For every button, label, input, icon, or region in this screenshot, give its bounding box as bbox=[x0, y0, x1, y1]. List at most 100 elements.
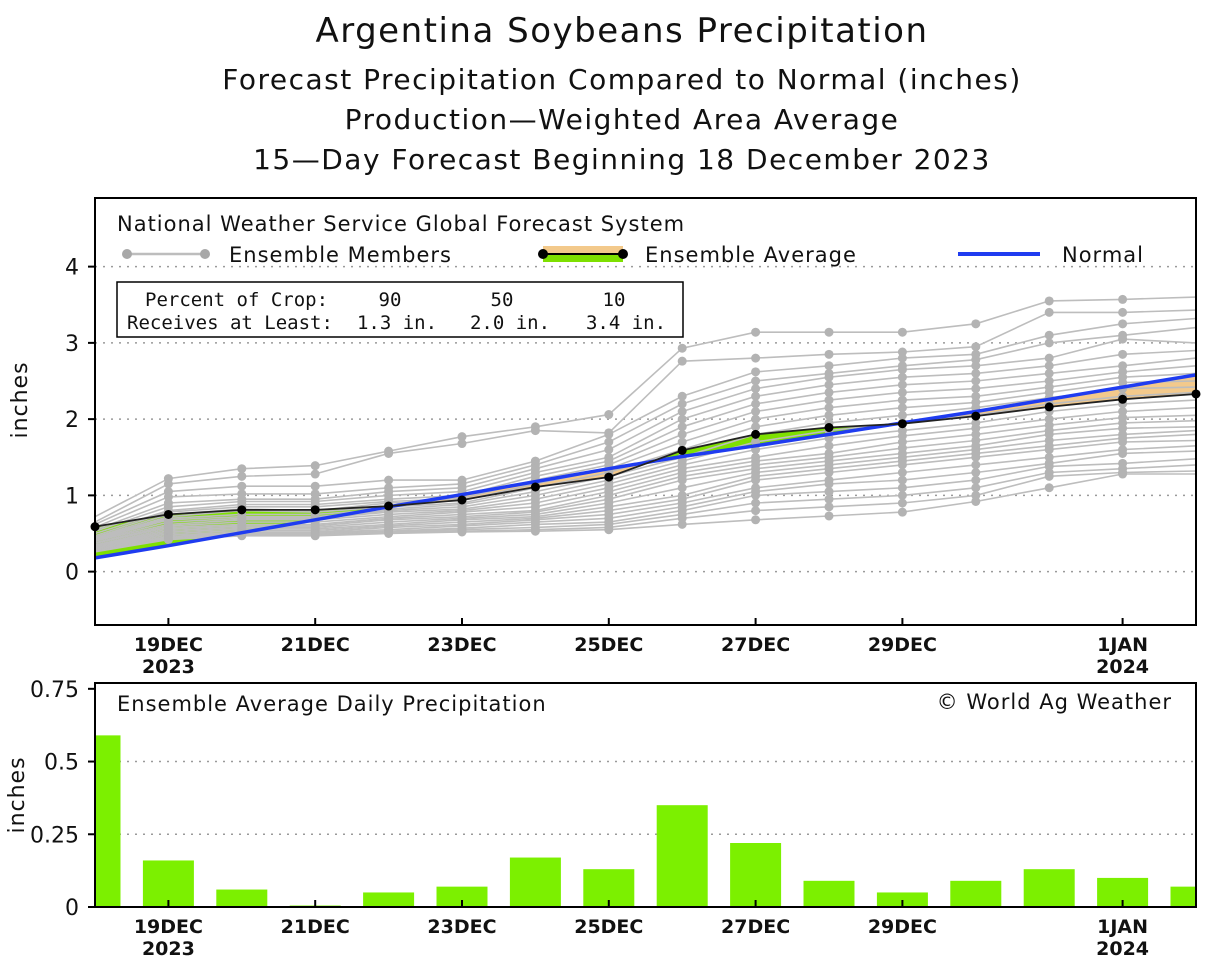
chart-subtitle-1: Forecast Precipitation Compared to Norma… bbox=[222, 63, 1022, 96]
ensemble-member-point bbox=[897, 498, 907, 508]
ensemble-member-point bbox=[1044, 330, 1054, 340]
ensemble-average-point bbox=[751, 429, 761, 439]
ensemble-member-point bbox=[824, 494, 834, 504]
ensemble-member-point bbox=[824, 468, 834, 477]
normal-series bbox=[94, 373, 1197, 560]
ensemble-member-point bbox=[824, 387, 834, 397]
ensemble-member-point bbox=[237, 481, 247, 491]
ensemble-member-point bbox=[677, 343, 687, 353]
ensemble-member-point bbox=[971, 342, 981, 352]
ensemble-member-point bbox=[310, 531, 320, 541]
ensemble-member-line bbox=[94, 473, 1196, 553]
crop-table-amt-50: 2.0 in. bbox=[470, 312, 550, 334]
top-x-tick-label: 1JAN bbox=[1097, 634, 1148, 656]
ensemble-average-point bbox=[1044, 402, 1054, 412]
ensemble-member-point bbox=[1044, 296, 1054, 306]
ensemble-member-point bbox=[1044, 471, 1054, 481]
ensemble-member-point bbox=[824, 327, 834, 337]
ensemble-member-point bbox=[530, 526, 540, 536]
ensemble-member-point bbox=[604, 445, 614, 455]
ensemble-member-point bbox=[751, 407, 761, 416]
ensemble-average-point bbox=[1118, 394, 1128, 404]
ensemble-average-point bbox=[457, 495, 467, 505]
daily-precip-bars bbox=[95, 735, 1196, 907]
credit-text: © World Ag Weather bbox=[937, 690, 1172, 714]
ensemble-average-point bbox=[897, 419, 907, 429]
ensemble-member-line bbox=[94, 296, 1197, 518]
bottom-panel-title: Ensemble Average Daily Precipitation bbox=[117, 692, 547, 716]
ensemble-average-point bbox=[530, 482, 540, 492]
top-x-tick-year: 2023 bbox=[142, 656, 195, 678]
ensemble-member-point bbox=[971, 483, 981, 493]
ensemble-member-point bbox=[237, 464, 247, 474]
ensemble-member-point bbox=[1044, 445, 1054, 455]
bottom-x-tick-label: 23DEC bbox=[427, 916, 496, 938]
ensemble-member-point bbox=[310, 461, 320, 471]
ensemble-member-point bbox=[751, 376, 761, 386]
ensemble-member-line bbox=[94, 399, 1197, 542]
ensemble-member-point bbox=[897, 460, 907, 470]
top-x-tick-year: 2024 bbox=[1096, 656, 1149, 678]
ensemble-member-point bbox=[824, 380, 834, 390]
ensemble-member-point bbox=[1118, 319, 1128, 329]
bottom-y-tick-label: 0.5 bbox=[44, 751, 79, 776]
ensemble-average-point bbox=[604, 472, 614, 482]
ensemble-member-point bbox=[751, 399, 761, 409]
ensemble-member-point bbox=[824, 372, 834, 382]
ensemble-member-point bbox=[971, 460, 981, 470]
ensemble-average-series bbox=[90, 389, 1201, 532]
top-x-tick-label: 25DEC bbox=[574, 634, 643, 656]
ensemble-member-point bbox=[677, 519, 687, 529]
ensemble-member-point bbox=[677, 437, 687, 447]
ensemble-member-point bbox=[1118, 349, 1128, 359]
legend-members-label: Ensemble Members bbox=[229, 243, 452, 267]
ensemble-average-point bbox=[384, 501, 394, 511]
ensemble-member-point bbox=[677, 475, 687, 485]
ensemble-member-point bbox=[897, 410, 907, 420]
ensemble-member-point bbox=[1118, 469, 1128, 479]
ensemble-member-point bbox=[751, 515, 761, 525]
ensemble-member-point bbox=[677, 356, 687, 366]
ensemble-member-point bbox=[897, 353, 907, 363]
ensemble-member-point bbox=[751, 498, 761, 508]
ensemble-member-point bbox=[1118, 334, 1128, 344]
ensemble-average-point bbox=[237, 505, 247, 515]
ensemble-member-point bbox=[384, 448, 394, 458]
ensemble-member-point bbox=[971, 319, 981, 329]
ensemble-member-point bbox=[751, 353, 761, 363]
ensemble-member-point bbox=[897, 387, 907, 397]
ensemble-member-point bbox=[1118, 448, 1128, 458]
precip-bar bbox=[509, 857, 561, 907]
ensemble-member-line bbox=[94, 349, 1197, 532]
ensemble-member-point bbox=[457, 439, 467, 449]
crop-table-box bbox=[116, 281, 684, 338]
ensemble-member-point bbox=[384, 529, 394, 538]
ensemble-member-point bbox=[824, 403, 834, 413]
ensemble-member-point bbox=[604, 437, 614, 447]
ensemble-member-point bbox=[677, 483, 687, 493]
crop-table-pct-50: 50 bbox=[491, 289, 514, 311]
ensemble-member-point bbox=[1118, 437, 1128, 447]
ensemble-member-line bbox=[94, 419, 1197, 545]
ensemble-member-point bbox=[897, 380, 907, 390]
ensemble-member-point bbox=[237, 471, 247, 481]
ensemble-member-point bbox=[824, 410, 834, 420]
bottom-x-tick-year: 2023 bbox=[142, 938, 195, 960]
ensemble-member-point bbox=[824, 349, 834, 359]
ensemble-member-line bbox=[94, 317, 1197, 526]
ensemble-member-line bbox=[94, 414, 1197, 544]
bottom-x-tick-year: 2024 bbox=[1096, 938, 1149, 960]
ensemble-member-point bbox=[604, 525, 614, 535]
top-y-axis-label: inches bbox=[8, 361, 33, 438]
ensemble-member-point bbox=[897, 475, 907, 485]
ensemble-member-line bbox=[94, 439, 1197, 548]
ensemble-member-point bbox=[971, 384, 981, 394]
bottom-y-axis: 0 0.25 0.5 0.75 bbox=[30, 678, 95, 921]
ensemble-member-point bbox=[971, 452, 981, 462]
ensemble-member-point bbox=[824, 395, 834, 405]
ensemble-member-point bbox=[1044, 361, 1054, 371]
top-x-tick-label: 21DEC bbox=[281, 634, 350, 656]
ensemble-member-line bbox=[94, 386, 1197, 540]
precip-bar bbox=[1023, 869, 1075, 907]
